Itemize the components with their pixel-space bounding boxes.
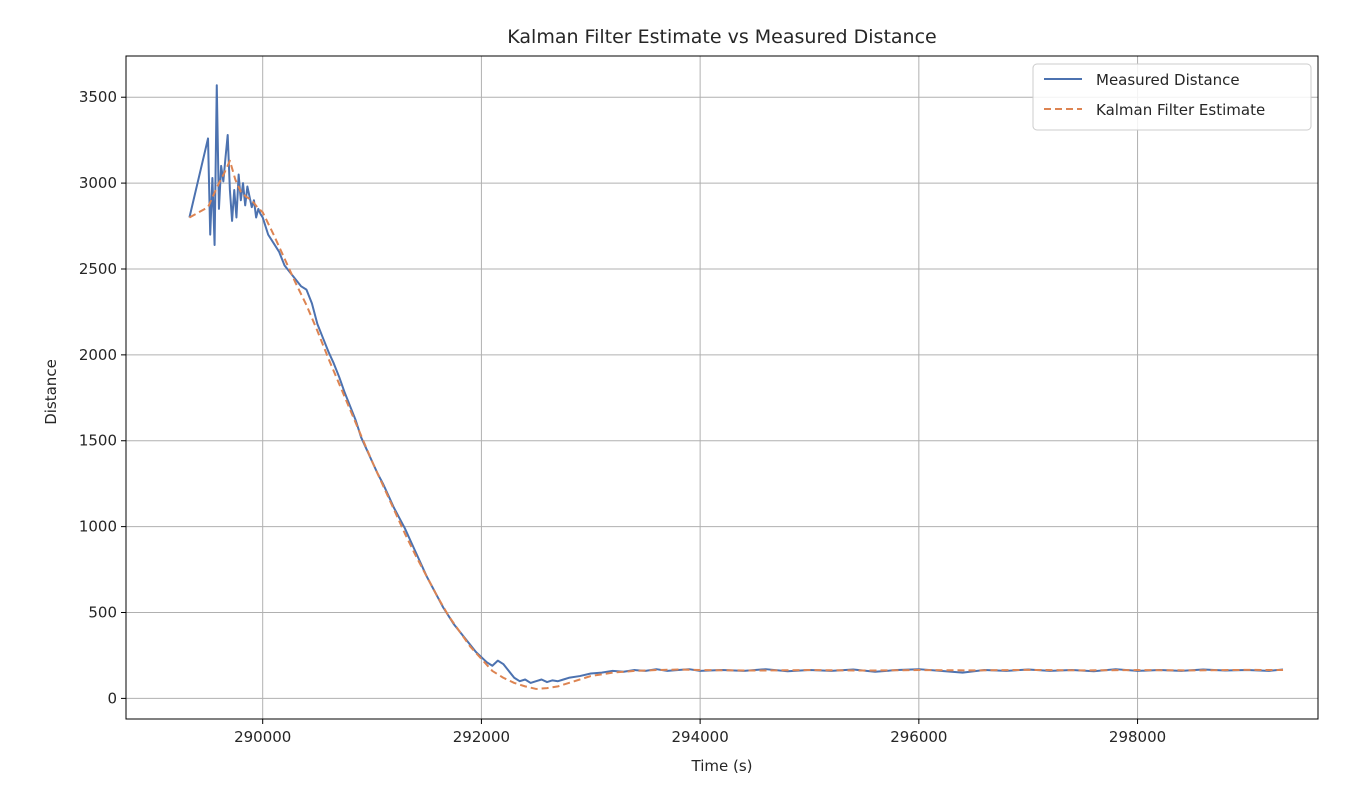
legend-measured-label: Measured Distance bbox=[1096, 71, 1240, 89]
x-tick-label: 296000 bbox=[890, 728, 947, 746]
y-tick-label: 500 bbox=[88, 604, 117, 622]
y-tick-label: 3500 bbox=[79, 88, 117, 106]
y-tick-label: 2500 bbox=[79, 260, 117, 278]
chart-title: Kalman Filter Estimate vs Measured Dista… bbox=[507, 26, 936, 48]
x-tick-label: 292000 bbox=[453, 728, 510, 746]
grid bbox=[126, 56, 1318, 719]
y-tick-label: 1000 bbox=[79, 518, 117, 536]
kalman-estimate-line bbox=[188, 159, 1284, 690]
x-tick-label: 298000 bbox=[1109, 728, 1166, 746]
x-tick-label: 290000 bbox=[234, 728, 291, 746]
y-tick-label: 0 bbox=[107, 689, 117, 707]
y-tick-label: 3000 bbox=[79, 174, 117, 192]
y-tick-label: 1500 bbox=[79, 432, 117, 450]
x-axis-label: Time (s) bbox=[691, 757, 753, 775]
series-layer bbox=[188, 84, 1284, 690]
legend-box bbox=[1032, 63, 1312, 131]
ticks: 290000 292000 294000 296000 298000 0 500 1000 15… bbox=[79, 88, 1166, 746]
y-axis-label: Distance bbox=[42, 359, 60, 425]
x-tick-label: 294000 bbox=[671, 728, 728, 746]
legend-kalman-label: Kalman Filter Estimate bbox=[1096, 101, 1265, 119]
y-tick-label: 2000 bbox=[79, 346, 117, 364]
legend: Measured Distance Kalman Filter Estimate bbox=[1032, 63, 1312, 131]
plot-frame bbox=[125, 55, 1319, 720]
